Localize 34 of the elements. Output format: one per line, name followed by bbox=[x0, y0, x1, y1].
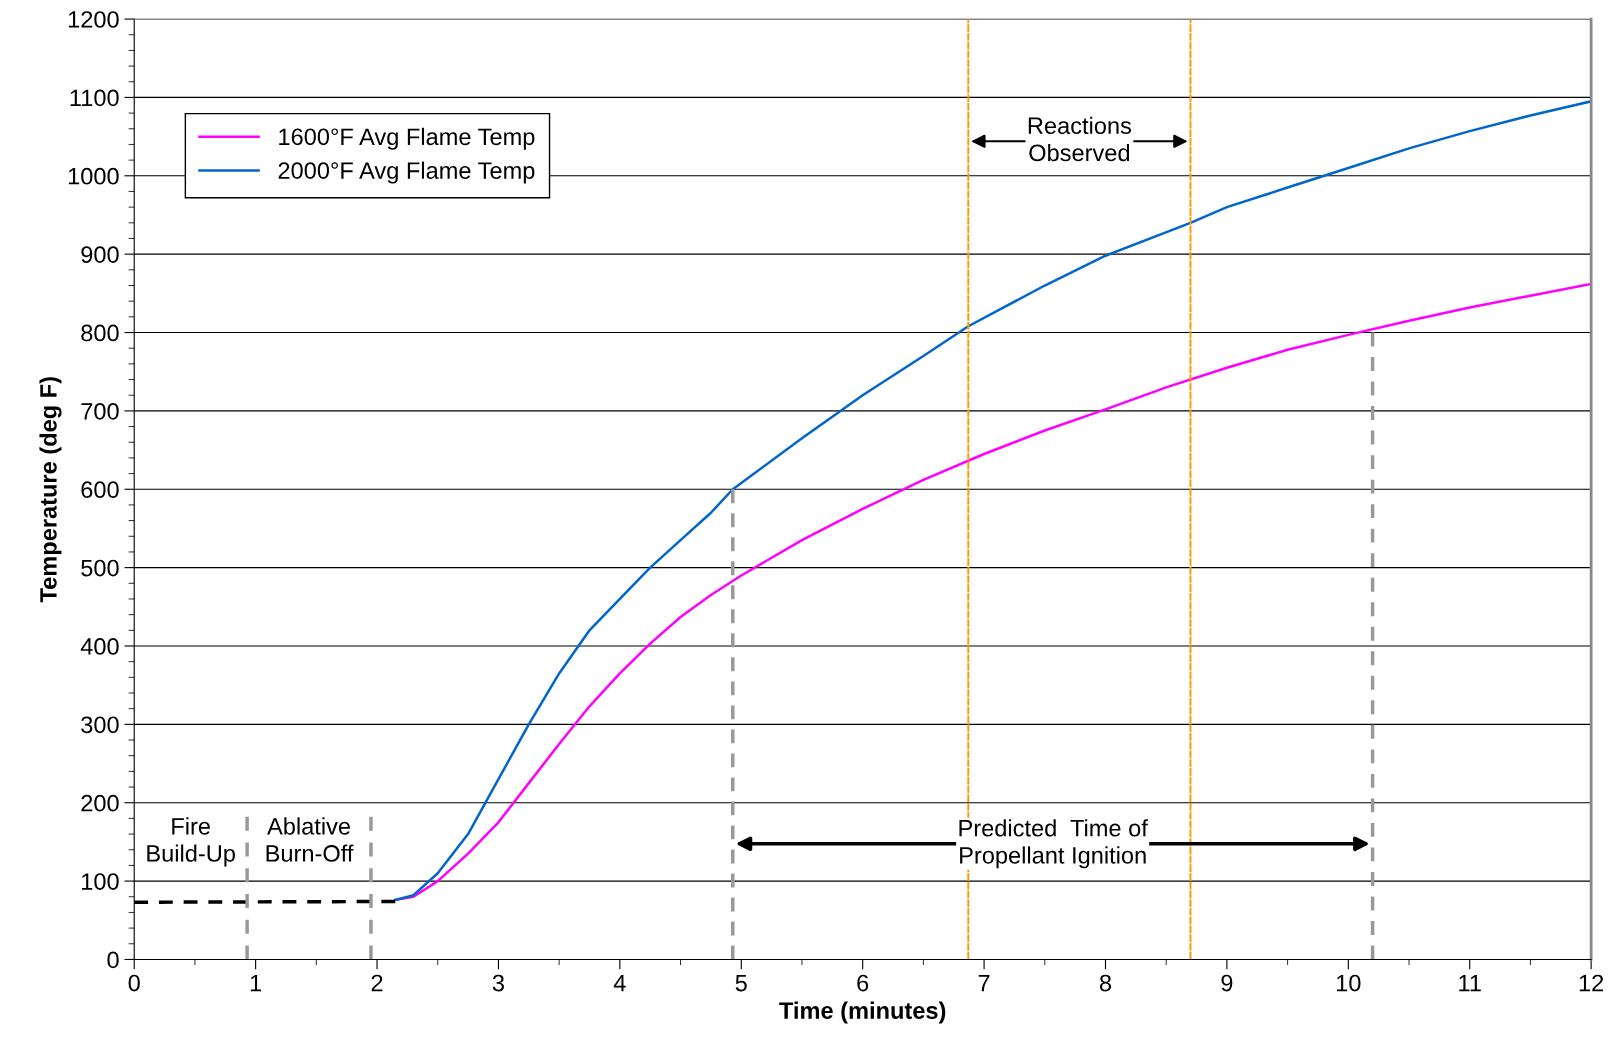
y-tick-label: 900 bbox=[81, 246, 119, 263]
y-tick-label: 200 bbox=[81, 794, 119, 812]
y-tick-label: 1200 bbox=[68, 11, 119, 28]
y-tick-label: 700 bbox=[81, 402, 119, 420]
y-tick-label: 300 bbox=[81, 716, 119, 734]
legend-label: 2000°F Avg Flame Temp bbox=[278, 161, 535, 184]
x-tick-label: 0 bbox=[128, 974, 140, 992]
y-tick-label: 800 bbox=[81, 324, 119, 342]
y-tick-label: 500 bbox=[81, 559, 119, 577]
x-tick-label: 5 bbox=[735, 974, 747, 992]
y-tick-label: 100 bbox=[82, 873, 119, 890]
x-tick-label: 3 bbox=[492, 974, 504, 992]
x-tick-label: 9 bbox=[1221, 974, 1233, 992]
annotation: Predicted Time of Propellant Ignition bbox=[959, 819, 1148, 869]
legend-label: 1600°F Avg Flame Temp bbox=[279, 127, 535, 150]
x-tick-label: 7 bbox=[978, 974, 990, 992]
y-tick-label: 0 bbox=[107, 951, 119, 969]
x-tick-label: 8 bbox=[1099, 974, 1112, 992]
x-tick-label: 6 bbox=[857, 974, 869, 992]
y-tick-label: 1000 bbox=[68, 167, 119, 185]
x-tick-label: 4 bbox=[613, 974, 626, 992]
annotation: Reactions Observed bbox=[1028, 116, 1132, 162]
y-tick-label: 600 bbox=[81, 481, 119, 499]
y-tick-label: 1100 bbox=[70, 89, 119, 107]
x-tick-label: 11 bbox=[1459, 974, 1481, 992]
y-axis-title: Temperature (deg F) bbox=[39, 377, 62, 603]
x-tick-label: 2 bbox=[371, 974, 383, 992]
annotation: Fire Build-Up bbox=[147, 817, 235, 867]
x-tick-label: 12 bbox=[1579, 974, 1604, 992]
x-axis-title: Time (minutes) bbox=[779, 1001, 946, 1024]
x-tick-label: 10 bbox=[1336, 974, 1361, 992]
y-tick-label: 400 bbox=[80, 638, 119, 655]
x-tick-label: 1 bbox=[250, 974, 262, 992]
annotation: Ablative Burn-Off bbox=[266, 817, 354, 862]
